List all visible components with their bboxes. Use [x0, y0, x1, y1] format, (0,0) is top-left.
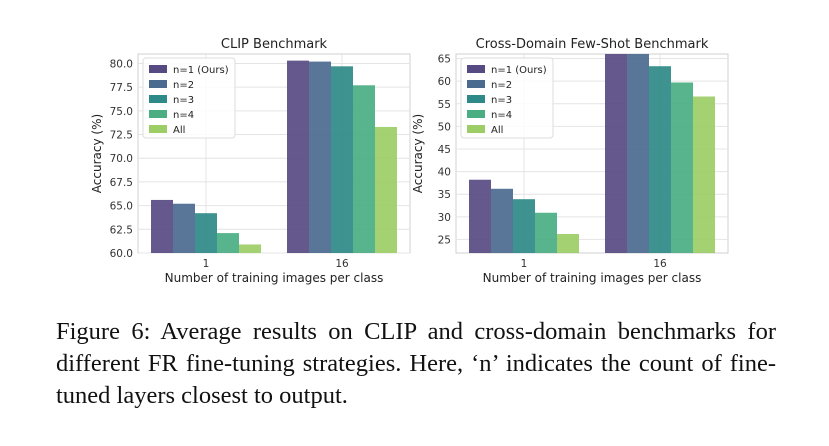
chart1-y-tick-label: 65.0 — [110, 201, 133, 213]
chart2-legend-swatch — [467, 110, 485, 118]
chart2-y-tick-label: 60 — [438, 76, 451, 88]
chart1-legend-swatch — [149, 110, 167, 118]
chart1-legend-label: n=2 — [173, 80, 194, 91]
chart1-bar — [151, 199, 173, 253]
chart2-legend-swatch — [467, 95, 485, 103]
chart1-bar — [375, 126, 397, 253]
chart1-legend-label: n=4 — [173, 110, 194, 121]
chart1-bar — [239, 244, 261, 253]
chart1-y-axis-label: Accuracy (%) — [90, 114, 104, 193]
chart1-title: CLIP Benchmark — [221, 37, 328, 52]
chart1-legend-label: n=3 — [173, 95, 194, 106]
chart1-y-tick-label: 72.5 — [110, 130, 133, 142]
chart1-y-tick-label: 70.0 — [110, 153, 133, 165]
chart1-bar — [309, 61, 331, 254]
chart2-y-tick-label: 30 — [438, 212, 451, 224]
figure-charts: 60.0 62.5 65.0 67.5 70.0 72.5 75.0 77.5 80.0 1 16 C… — [90, 37, 729, 285]
chart2-bar — [535, 212, 557, 253]
chart2-legend-swatch — [467, 80, 485, 88]
chart1-legend-label: All — [173, 125, 185, 136]
chart1-y-tick-label: 75.0 — [110, 106, 133, 118]
chart2-legend-label: n=2 — [491, 80, 512, 91]
chart1-bar — [217, 233, 239, 253]
chart2-legend-swatch — [467, 65, 485, 73]
chart2-x-tick-label: 1 — [521, 258, 528, 270]
chart2-y-tick-label: 45 — [438, 144, 451, 156]
chart1-x-tick-label: 1 — [203, 258, 210, 270]
chart2-legend-label: All — [491, 125, 503, 136]
chart2-y-tick-label: 55 — [438, 99, 451, 111]
chart2-bar — [671, 82, 693, 253]
chart2-y-tick-label: 65 — [438, 54, 451, 66]
chart1-y-tick-label: 67.5 — [110, 177, 133, 189]
chart2-y-tick-label: 35 — [438, 189, 451, 201]
chart1-x-axis-label: Number of training images per class — [165, 271, 384, 285]
chart1-y-tick-label: 62.5 — [110, 224, 133, 236]
chart2-y-axis-label: Accuracy (%) — [411, 114, 425, 193]
chart2-legend-label: n=1 (Ours) — [491, 65, 547, 76]
chart1-bar — [195, 213, 217, 253]
chart2-y-tick-label: 40 — [438, 167, 451, 179]
chart2-bar — [469, 179, 491, 253]
chart2-bar — [513, 199, 535, 253]
chart2-title: Cross-Domain Few-Shot Benchmark — [476, 37, 709, 52]
chart1-legend-swatch — [149, 65, 167, 73]
chart2-bar — [605, 54, 627, 253]
chart2-bar — [557, 234, 579, 253]
chart2-bar — [649, 66, 671, 253]
chart2-legend-label: n=4 — [491, 110, 512, 121]
figure-caption: Figure 6: Average results on CLIP and cr… — [56, 318, 776, 409]
chart2-legend-label: n=3 — [491, 95, 512, 106]
chart1-y-tick-label: 60.0 — [110, 248, 133, 260]
chart1-legend-swatch — [149, 125, 167, 133]
chart1-legend-swatch — [149, 95, 167, 103]
chart1-y-tick-label: 77.5 — [110, 82, 133, 94]
chart2-bar — [693, 96, 715, 253]
chart1-x-tick-label: 16 — [335, 258, 349, 270]
chart2-legend-swatch — [467, 125, 485, 133]
chart2-bar — [491, 188, 513, 253]
chart1-legend-label: n=1 (Ours) — [173, 65, 229, 76]
chart1-bar — [173, 203, 195, 253]
chart1-bar — [353, 85, 375, 254]
chart2-bar — [627, 54, 649, 253]
chart1-bar — [287, 60, 309, 254]
chart2-x-tick-label: 16 — [653, 258, 667, 270]
chart1-y-tick-label: 80.0 — [110, 58, 133, 70]
chart1-legend-swatch — [149, 80, 167, 88]
chart2-x-axis-label: Number of training images per class — [483, 271, 702, 285]
chart2-y-tick-label: 50 — [438, 121, 451, 133]
chart1-bar — [331, 66, 353, 253]
chart2-y-tick-label: 25 — [438, 234, 451, 246]
